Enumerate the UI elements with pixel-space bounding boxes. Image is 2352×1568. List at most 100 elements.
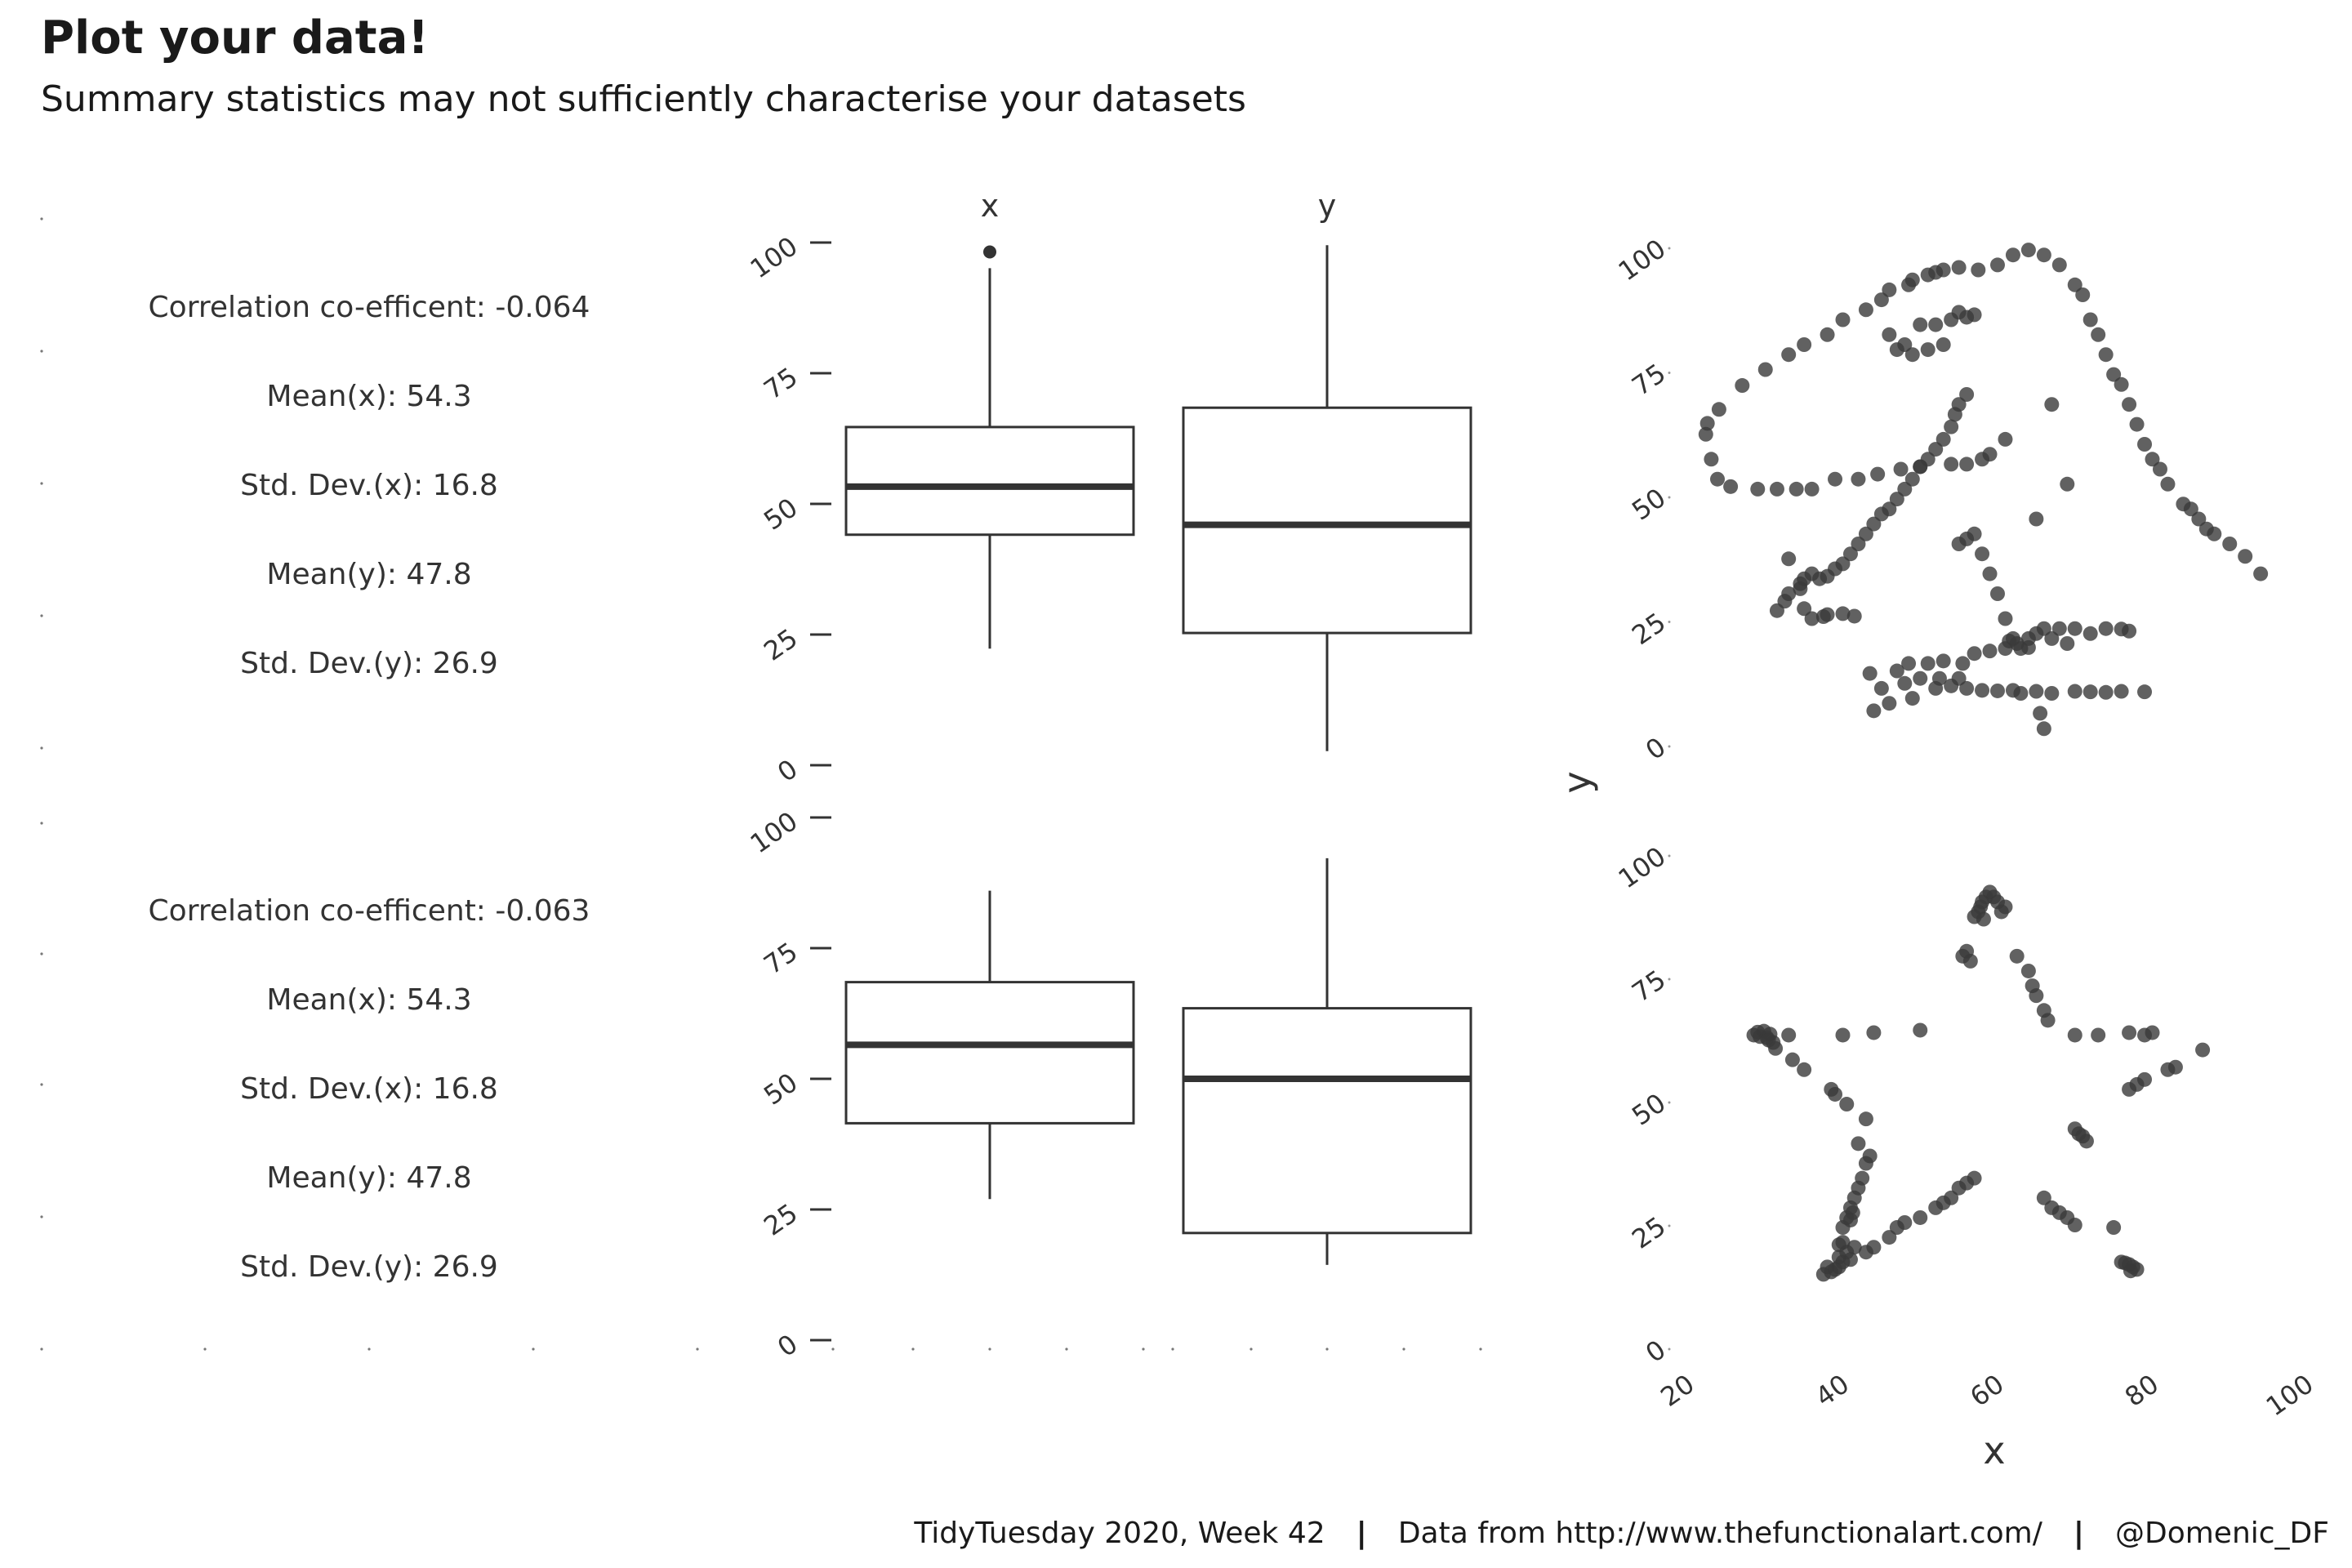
- y-tick-label: 25: [758, 622, 803, 666]
- summary-line: Mean(x): 54.3: [266, 983, 471, 1017]
- scatter-point: [1858, 1111, 1873, 1127]
- scatter-point: [1936, 337, 1951, 352]
- scatter-point: [1971, 262, 1986, 278]
- y-tick-label: 0: [772, 1328, 803, 1363]
- summary-bottom: Correlation co-efficent: -0.063 Mean(x): …: [149, 894, 590, 1284]
- scatter-point: [2009, 948, 2025, 964]
- scatter-point: [1781, 347, 1797, 363]
- scatter-point: [2145, 452, 2160, 467]
- decor-dot: [1250, 1348, 1253, 1351]
- scatter-point: [1711, 402, 1726, 417]
- scatter-point: [1797, 1062, 1812, 1077]
- scatter-point: [1820, 607, 1835, 622]
- scatter-point: [1901, 656, 1917, 671]
- scatter-point: [2029, 684, 2044, 699]
- scatter-point: [2060, 636, 2075, 651]
- scatter-point: [1797, 337, 1812, 352]
- box-y: [1182, 245, 1472, 751]
- caption-week: TidyTuesday 2020, Week 42: [914, 1517, 1325, 1550]
- decor-dot: [40, 1215, 43, 1218]
- summary-line: Std. Dev.(y): 26.9: [240, 1250, 498, 1284]
- scatter-point: [1781, 586, 1797, 601]
- chart-title: Plot your data!: [41, 11, 429, 65]
- scatter-point: [1797, 601, 1812, 617]
- scatter-point: [2145, 1025, 2160, 1040]
- scatter-point: [1842, 546, 1858, 562]
- scatter-point: [1815, 1267, 1831, 1282]
- scatter-point: [1904, 272, 1920, 287]
- y-tick-label: 75: [758, 361, 803, 405]
- scatter-point: [2013, 686, 2029, 701]
- y-tick-label: 100: [1613, 840, 1672, 894]
- scatter-point: [1936, 262, 1951, 278]
- scatter-point: [1851, 537, 1866, 551]
- scatter-point: [2137, 437, 2153, 452]
- scatter-point: [2040, 1013, 2056, 1028]
- scatter-point: [2122, 397, 2137, 412]
- scatter-point: [2091, 1027, 2106, 1043]
- scatter-point: [2044, 686, 2060, 701]
- scatter-point: [1993, 904, 2009, 920]
- y-tick-label: 0: [1640, 1334, 1671, 1369]
- scatter-point: [2051, 257, 2067, 273]
- decor-dot: [1065, 1348, 1068, 1351]
- scatter-point: [2033, 706, 2048, 721]
- scatter-point: [1750, 481, 1766, 497]
- scatter-point: [2195, 1042, 2211, 1058]
- scatter-point: [2029, 988, 2044, 1004]
- scatter-point: [2082, 684, 2098, 700]
- scatter-point: [1699, 416, 1715, 431]
- scatter-point: [2051, 621, 2067, 636]
- tick-dot: [1668, 1224, 1671, 1227]
- scatter-point: [2036, 621, 2051, 636]
- caption-source: Data from http://www.thefunctionalart.co…: [1397, 1517, 2042, 1550]
- tick-dot: [1668, 1348, 1671, 1351]
- background-dots: [40, 217, 1482, 1351]
- scatter-point: [1698, 426, 1713, 442]
- scatter-point: [1967, 526, 1982, 541]
- caption-handle: @Domenic_DF: [2114, 1517, 2329, 1550]
- scatter-point: [1982, 447, 1998, 462]
- caption-separator-2: |: [2073, 1517, 2084, 1550]
- summary-line: Mean(x): 54.3: [266, 380, 471, 413]
- x-tick-label: 80: [2119, 1368, 2164, 1412]
- scatter-point: [2238, 549, 2253, 564]
- scatter-point: [1955, 656, 1971, 671]
- scatter-point: [1788, 481, 1804, 497]
- facet-label-y: y: [1318, 188, 1337, 224]
- decor-dot: [40, 746, 43, 750]
- scatter-point: [2067, 277, 2082, 292]
- scatter-point: [1735, 378, 1750, 394]
- decor-dot: [696, 1348, 699, 1351]
- scatter-point: [1757, 362, 1773, 377]
- scatter-point: [2067, 684, 2082, 699]
- scatter-point: [1998, 641, 2013, 657]
- scatter-point: [2106, 367, 2122, 382]
- scatter-point: [1913, 1209, 1928, 1225]
- scatter-point: [1990, 586, 2005, 601]
- scatter-point: [1804, 611, 1820, 626]
- scatter-point: [1998, 431, 2013, 447]
- scatter-point: [2044, 630, 2060, 646]
- scatter-point: [2060, 476, 2075, 492]
- scatter-point: [2067, 1027, 2082, 1043]
- scatter-point: [1831, 1237, 1846, 1253]
- scatter-point: [2122, 1081, 2137, 1097]
- y-tick-label: 25: [1626, 1210, 1671, 1254]
- scatter-point: [1944, 457, 1959, 472]
- decor-dot: [40, 614, 43, 617]
- decor-dot: [40, 1083, 43, 1086]
- scatter-star: 0 25 50 75 100 20 40 60 80 100: [1613, 840, 2319, 1422]
- decor-dot: [1402, 1348, 1405, 1351]
- decor-dot: [831, 1348, 835, 1351]
- scatter-point: [1873, 292, 1889, 308]
- scatter-point: [1846, 608, 1862, 624]
- scatter-point: [2123, 1263, 2138, 1279]
- y-tick-label: 75: [1626, 358, 1671, 402]
- scatter-point: [1858, 526, 1873, 541]
- outlier-point: [983, 245, 996, 259]
- facet-label-x: x: [981, 188, 1000, 224]
- boxplot-top: 0 25 50 75 100: [745, 230, 1472, 788]
- scatter-dino: 0 25 50 75 100: [1613, 233, 2269, 766]
